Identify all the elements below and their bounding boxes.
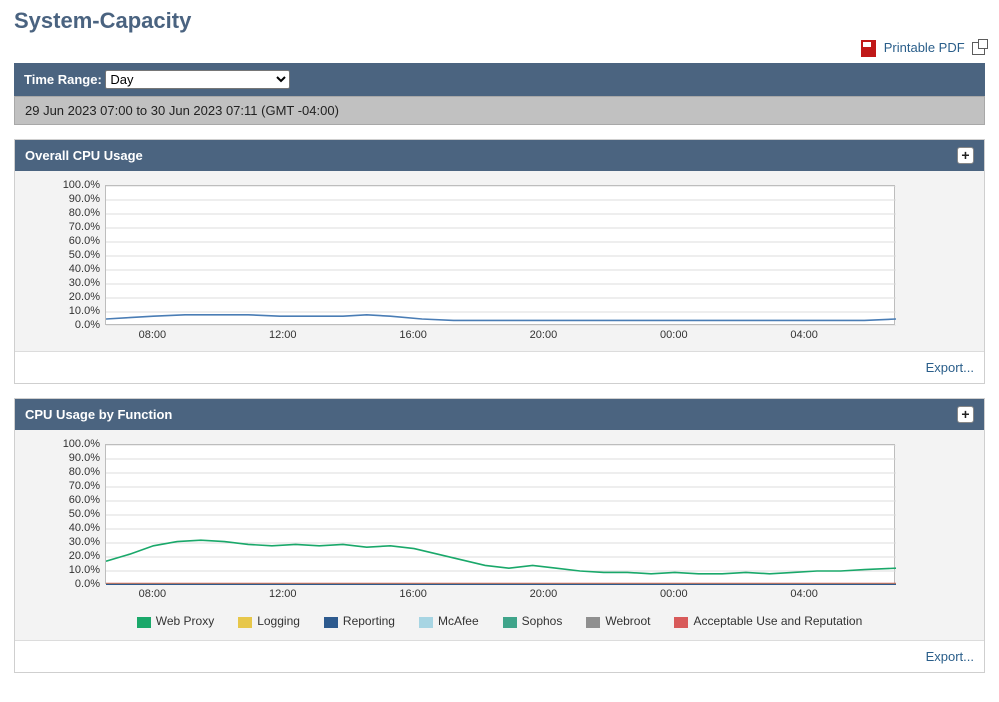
x-tick-label: 04:00 (790, 329, 818, 341)
y-tick-label: 30.0% (45, 536, 100, 548)
x-axis-labels: 08:00 12:00 16:00 20:00 00:00 04:00 (105, 588, 895, 604)
chart-svg (106, 445, 896, 585)
y-tick-label: 100.0% (45, 179, 100, 191)
x-tick-label: 08:00 (139, 329, 167, 341)
legend-swatch (137, 617, 151, 628)
y-tick-label: 80.0% (45, 207, 100, 219)
legend-swatch (586, 617, 600, 628)
y-tick-label: 100.0% (45, 438, 100, 450)
y-tick-label: 50.0% (45, 508, 100, 520)
y-tick-label: 90.0% (45, 452, 100, 464)
panel-header: Overall CPU Usage + (15, 140, 984, 171)
legend-item: Webroot (586, 614, 650, 628)
y-tick-label: 20.0% (45, 550, 100, 562)
x-tick-label: 12:00 (269, 329, 297, 341)
chart-wrapper: 0.0% 10.0% 20.0% 30.0% 40.0% 50.0% 60.0% 70.0% 8… (15, 171, 984, 351)
x-tick-label: 08:00 (139, 588, 167, 600)
y-tick-label: 80.0% (45, 466, 100, 478)
pdf-icon (861, 40, 876, 57)
y-tick-label: 60.0% (45, 235, 100, 247)
legend-swatch (674, 617, 688, 628)
y-tick-label: 0.0% (45, 319, 100, 331)
overall-cpu-panel: Overall CPU Usage + 0.0% 10.0% 20.0% 30.0% 4… (14, 139, 985, 384)
y-axis-labels: 0.0%10.0%20.0%30.0%40.0%50.0%60.0%70.0%8… (45, 444, 100, 584)
x-axis-labels: 08:00 12:00 16:00 20:00 00:00 04:00 (105, 329, 895, 345)
x-tick-label: 04:00 (790, 588, 818, 600)
expand-button[interactable]: + (957, 147, 974, 164)
chart2: 0.0%10.0%20.0%30.0%40.0%50.0%60.0%70.0%8… (105, 444, 954, 604)
time-range-label: Time Range: (24, 72, 102, 87)
y-tick-label: 50.0% (45, 249, 100, 261)
printable-pdf-link[interactable]: Printable PDF (884, 40, 965, 55)
legend-item: Logging (238, 614, 300, 628)
y-tick-label: 10.0% (45, 305, 100, 317)
y-tick-label: 60.0% (45, 494, 100, 506)
export-link[interactable]: Export... (926, 649, 974, 664)
range-description: 29 Jun 2023 07:00 to 30 Jun 2023 07:11 (… (14, 96, 985, 125)
export-row: Export... (15, 640, 984, 672)
x-tick-label: 20:00 (530, 329, 558, 341)
x-tick-label: 16:00 (399, 329, 427, 341)
legend-item: Acceptable Use and Reputation (674, 614, 862, 628)
legend-swatch (419, 617, 433, 628)
y-tick-label: 90.0% (45, 193, 100, 205)
export-link[interactable]: Export... (926, 360, 974, 375)
panel-title: CPU Usage by Function (25, 407, 172, 422)
pdf-row: Printable PDF (14, 40, 985, 57)
y-tick-label: 20.0% (45, 291, 100, 303)
y-tick-label: 70.0% (45, 221, 100, 233)
x-tick-label: 00:00 (660, 329, 688, 341)
time-range-select[interactable]: HourDayWeekMonthYear (105, 70, 290, 89)
y-axis-labels: 0.0%10.0%20.0%30.0%40.0%50.0%60.0%70.0%8… (45, 185, 100, 325)
legend-item: Sophos (503, 614, 563, 628)
panel-title: Overall CPU Usage (25, 148, 143, 163)
legend-swatch (503, 617, 517, 628)
y-tick-label: 40.0% (45, 263, 100, 275)
legend-item: Web Proxy (137, 614, 214, 628)
x-tick-label: 00:00 (660, 588, 688, 600)
cpu-by-function-panel: CPU Usage by Function + 0.0% 10.0% 20.0% 30… (14, 398, 985, 673)
legend: Web Proxy Logging Reporting McAfee Sophos Web… (45, 604, 954, 634)
y-tick-label: 0.0% (45, 578, 100, 590)
chart-wrapper: 0.0% 10.0% 20.0% 30.0% 40.0% 50.0% 60.0% 70.0% 8… (15, 430, 984, 640)
x-tick-label: 12:00 (269, 588, 297, 600)
plot-area (105, 444, 895, 584)
x-tick-label: 20:00 (530, 588, 558, 600)
panel-header: CPU Usage by Function + (15, 399, 984, 430)
legend-swatch (324, 617, 338, 628)
y-tick-label: 30.0% (45, 277, 100, 289)
chart1: 0.0%10.0%20.0%30.0%40.0%50.0%60.0%70.0%8… (105, 185, 954, 345)
export-row: Export... (15, 351, 984, 383)
plot-area (105, 185, 895, 325)
page-title: System-Capacity (14, 8, 985, 34)
expand-button[interactable]: + (957, 406, 974, 423)
y-tick-label: 10.0% (45, 564, 100, 576)
x-tick-label: 16:00 (399, 588, 427, 600)
legend-item: Reporting (324, 614, 395, 628)
y-tick-label: 40.0% (45, 522, 100, 534)
popout-icon[interactable] (972, 42, 985, 55)
legend-swatch (238, 617, 252, 628)
legend-item: McAfee (419, 614, 479, 628)
time-range-bar: Time Range: HourDayWeekMonthYear (14, 63, 985, 96)
chart-svg (106, 186, 896, 326)
y-tick-label: 70.0% (45, 480, 100, 492)
